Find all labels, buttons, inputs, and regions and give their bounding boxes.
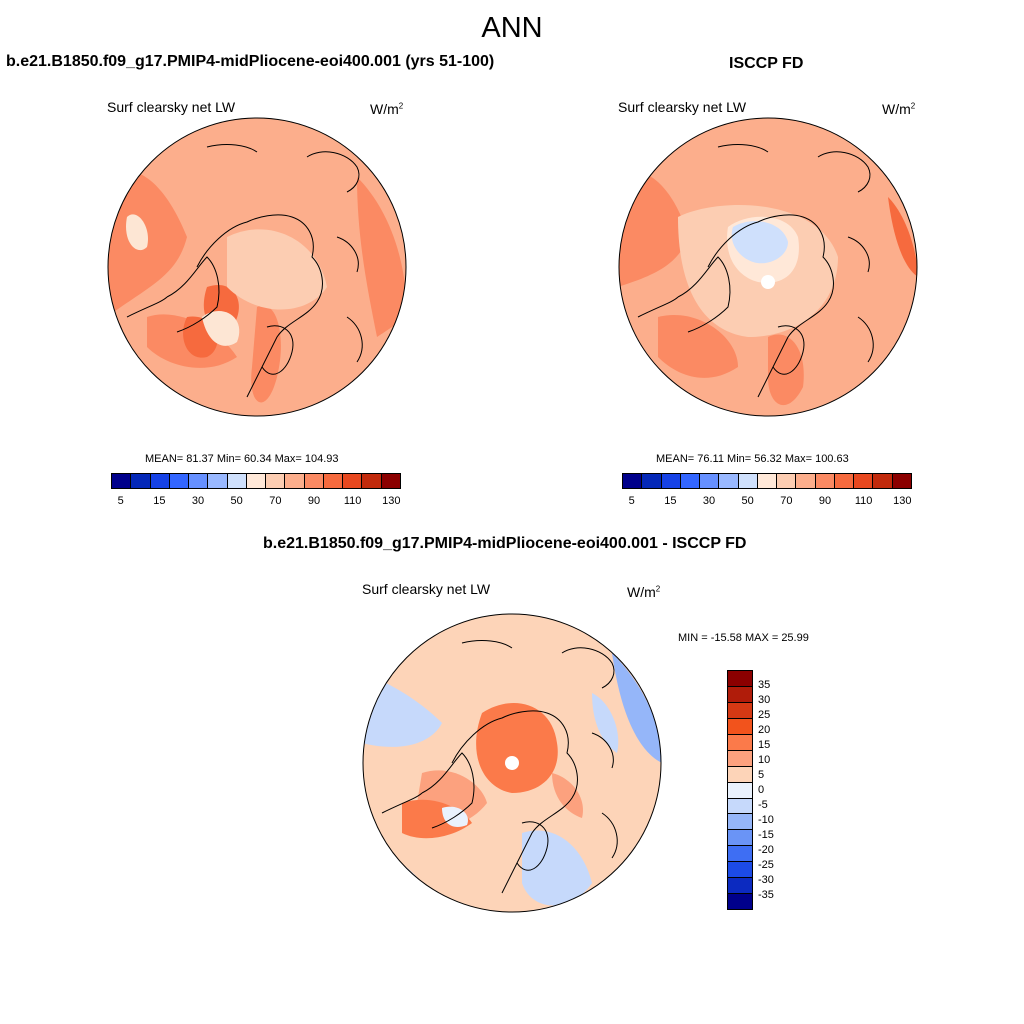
colorbar-swatch xyxy=(246,474,267,488)
colorbar-swatch xyxy=(728,686,752,703)
colorbar-tick-label: 90 xyxy=(307,495,321,507)
colorbar-tick-label: 0 xyxy=(758,784,765,796)
colorbar-swatch xyxy=(131,474,151,488)
colorbar-tick-label: 10 xyxy=(758,754,771,766)
colorbar-swatch xyxy=(728,766,752,783)
colorbar-swatch xyxy=(169,474,190,488)
colorbar-tick-label: 25 xyxy=(758,709,771,721)
colorbar-tick-label: 5 xyxy=(117,495,124,507)
colorbar-swatch xyxy=(304,474,324,488)
colorbar-tick-label: 70 xyxy=(780,495,793,507)
colorbar-swatch xyxy=(208,474,228,488)
colorbar-tick-label: 70 xyxy=(269,495,282,507)
colorbar-tick-label: 110 xyxy=(343,495,362,507)
page-title: ANN xyxy=(481,12,543,44)
colorbar-tick-label: 130 xyxy=(893,495,912,507)
colorbar-swatch xyxy=(700,474,720,488)
colorbar-tick-label: 5 xyxy=(628,495,635,507)
colorbar-tick-label: 15 xyxy=(758,739,771,751)
panel2-polar-map xyxy=(618,117,918,417)
panel2-colorbar xyxy=(622,473,912,489)
colorbar-tick-label: 50 xyxy=(741,495,754,507)
colorbar-tick-label: 50 xyxy=(230,495,243,507)
colorbar-swatch xyxy=(323,474,344,488)
colorbar-swatch xyxy=(796,474,816,488)
colorbar-swatch xyxy=(757,474,778,488)
colorbar-tick-label: 110 xyxy=(854,495,873,507)
colorbar-tick-label: 90 xyxy=(818,495,832,507)
colorbar-tick-label: -10 xyxy=(758,814,774,826)
colorbar-swatch xyxy=(150,474,170,488)
colorbar-swatch xyxy=(728,734,752,751)
colorbar-tick-label: 30 xyxy=(191,495,205,507)
colorbar-swatch xyxy=(728,718,752,735)
panel1-polar-map xyxy=(107,117,407,417)
colorbar-tick-label: 15 xyxy=(664,495,677,507)
panel2-stats: MEAN= 76.11 Min= 56.32 Max= 100.63 xyxy=(656,453,849,465)
colorbar-tick-label: -5 xyxy=(758,799,768,811)
colorbar-swatch xyxy=(728,671,752,687)
colorbar-swatch xyxy=(738,474,758,488)
diff-minmax: MIN = -15.58 MAX = 25.99 xyxy=(678,632,809,644)
panel1-stats: MEAN= 81.37 Min= 60.34 Max= 104.93 xyxy=(145,453,339,465)
diff-case-title: b.e21.B1850.f09_g17.PMIP4-midPliocene-eo… xyxy=(263,535,747,552)
colorbar-tick-label: 5 xyxy=(758,769,765,781)
panel1-units: W/m2 xyxy=(370,101,404,117)
colorbar-swatch xyxy=(728,750,752,767)
diff-units: W/m2 xyxy=(627,584,661,600)
colorbar-tick-label: 20 xyxy=(758,724,771,736)
colorbar-tick-label: -20 xyxy=(758,844,774,856)
panel2-variable-label: Surf clearsky net LW xyxy=(618,99,747,115)
colorbar-swatch xyxy=(728,862,752,879)
panel1-colorbar xyxy=(111,473,401,489)
diff-variable-label: Surf clearsky net LW xyxy=(362,581,491,597)
colorbar-swatch xyxy=(227,474,247,488)
colorbar-swatch xyxy=(623,474,643,488)
colorbar-swatch xyxy=(362,474,382,488)
colorbar-tick-label: -25 xyxy=(758,859,774,871)
colorbar-tick-label: 130 xyxy=(382,495,401,507)
colorbar-swatch xyxy=(266,474,286,488)
colorbar-swatch xyxy=(728,702,752,719)
colorbar-swatch xyxy=(854,474,874,488)
colorbar-swatch xyxy=(719,474,739,488)
panel1-variable-label: Surf clearsky net LW xyxy=(107,99,236,115)
colorbar-tick-label: 15 xyxy=(153,495,166,507)
colorbar-swatch xyxy=(112,474,132,488)
colorbar-swatch xyxy=(892,474,911,488)
colorbar-tick-label: 30 xyxy=(702,495,716,507)
colorbar-swatch xyxy=(728,894,752,910)
colorbar-swatch xyxy=(815,474,835,488)
colorbar-tick-label: -15 xyxy=(758,829,774,841)
colorbar-swatch xyxy=(728,798,752,815)
colorbar-swatch xyxy=(728,878,752,895)
colorbar-swatch xyxy=(189,474,209,488)
colorbar-swatch xyxy=(777,474,797,488)
diff-polar-map xyxy=(362,613,662,913)
colorbar-swatch xyxy=(661,474,681,488)
colorbar-swatch xyxy=(381,474,400,488)
colorbar-swatch xyxy=(728,782,752,799)
colorbar-swatch xyxy=(728,830,752,847)
colorbar-swatch xyxy=(285,474,305,488)
colorbar-swatch xyxy=(728,814,752,831)
colorbar-tick-label: -35 xyxy=(758,889,774,901)
panel2-case-title: ISCCP FD xyxy=(729,55,804,72)
colorbar-swatch xyxy=(642,474,662,488)
colorbar-swatch xyxy=(873,474,893,488)
colorbar-tick-label: -30 xyxy=(758,874,774,886)
colorbar-swatch xyxy=(834,474,855,488)
colorbar-tick-label: 30 xyxy=(758,694,771,706)
colorbar-tick-label: 35 xyxy=(758,679,771,691)
diff-colorbar xyxy=(727,670,753,910)
colorbar-swatch xyxy=(680,474,701,488)
colorbar-swatch xyxy=(343,474,363,488)
colorbar-swatch xyxy=(728,846,752,863)
panel1-case-title: b.e21.B1850.f09_g17.PMIP4-midPliocene-eo… xyxy=(6,53,495,70)
panel2-units: W/m2 xyxy=(882,101,916,117)
